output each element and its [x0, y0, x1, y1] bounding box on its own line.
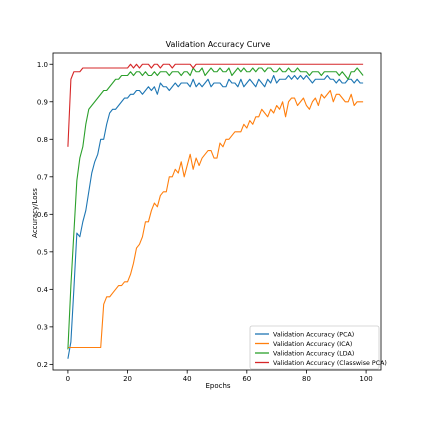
series-line-2 [67, 89, 364, 349]
series-lines [67, 63, 364, 359]
y-tick-label: 0.4 [37, 286, 49, 294]
x-tick-label: 20 [123, 375, 132, 383]
x-tick-label: 100 [359, 375, 372, 383]
series-line-1 [67, 74, 364, 359]
y-tick-label: 0.3 [37, 323, 48, 331]
x-axis-title: Epochs [205, 382, 230, 390]
legend-box [249, 325, 380, 370]
x-axis: 0 20 40 60 80 100 [66, 370, 373, 383]
y-axis: 0.2 0.3 0.4 0.5 0.6 0.7 0.8 0.9 1.0 [37, 61, 53, 369]
y-tick-label: 0.7 [37, 173, 48, 181]
legend: Validation Accuracy (PCA) Validation Accu… [249, 325, 387, 370]
plot-area: 0 20 40 60 80 100 0.2 0.3 0.4 0.5 0.6 0.7 0.8 0.9 1.0 [37, 52, 382, 383]
series-line-3 [67, 67, 364, 350]
x-tick-label: 40 [183, 375, 192, 383]
chart-title: Validation Accuracy Curve [166, 40, 271, 49]
y-tick-label: 0.5 [37, 248, 48, 256]
legend-label: Validation Accuracy (ICA) [273, 341, 352, 348]
series-line-4 [67, 63, 364, 147]
x-tick-label: 80 [302, 375, 311, 383]
y-tick-label: 0.2 [37, 361, 48, 369]
y-tick-label: 0.6 [37, 211, 49, 219]
y-tick-label: 0.8 [37, 136, 48, 144]
x-tick-label: 60 [242, 375, 251, 383]
legend-label: Validation Accuracy (LDA) [273, 350, 354, 357]
y-tick-label: 0.9 [37, 98, 48, 106]
y-axis-title: Accuracy/Loss [31, 188, 39, 238]
legend-label: Validation Accuracy (Classwise PCA) [273, 360, 387, 367]
y-tick-label: 1.0 [37, 61, 48, 69]
plot-frame [52, 52, 382, 371]
legend-label: Validation Accuracy (PCA) [273, 331, 354, 338]
legend-items: Validation Accuracy (PCA) Validation Accu… [255, 331, 387, 367]
x-tick-label: 0 [66, 375, 70, 383]
